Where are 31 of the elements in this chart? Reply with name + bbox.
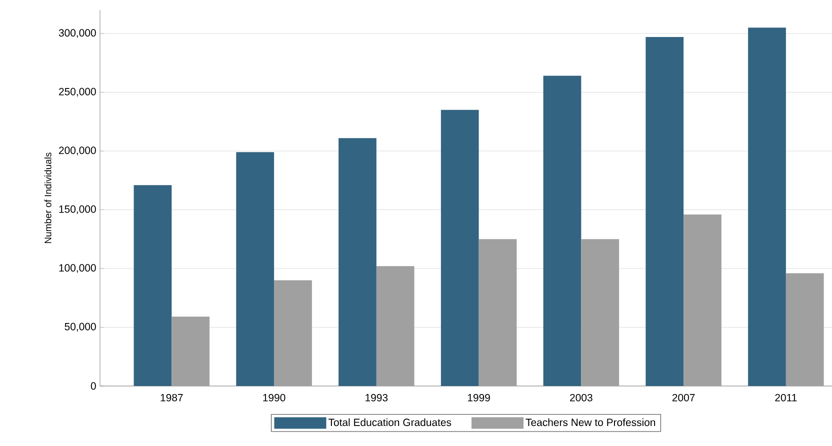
x-tick-label: 2003 [570,394,592,402]
bar [684,214,722,386]
bar [646,37,684,386]
legend-label: Total Education Graduates [328,418,452,426]
y-tick-label: 200,000 [59,146,96,156]
bar [748,28,786,386]
x-tick-label: 1987 [160,394,183,402]
bar [543,76,582,386]
y-tick-label: 0 [90,382,96,390]
bar [134,185,172,386]
legend-label: Teachers New to Profession [526,418,656,426]
y-tick-label: 250,000 [59,88,96,97]
bar [786,273,824,386]
bar [338,138,376,386]
x-tick-label: 1990 [263,394,286,402]
bar [274,280,312,386]
x-tick-label: 1993 [366,394,388,402]
bar [376,266,414,386]
bar [478,239,517,386]
y-tick-label: 50,000 [64,322,96,332]
y-axis-title: Number of Individuals [44,152,52,243]
x-tick-label: 2007 [672,394,695,402]
x-tick-label: 1999 [468,394,490,402]
y-tick-label: 100,000 [59,264,96,273]
bar [236,152,274,386]
bar [581,239,620,386]
y-tick-label: 150,000 [59,205,96,214]
y-tick-label: 300,000 [58,29,96,38]
bar [440,110,479,386]
bar [172,316,210,386]
x-tick-label: 2011 [775,394,797,402]
